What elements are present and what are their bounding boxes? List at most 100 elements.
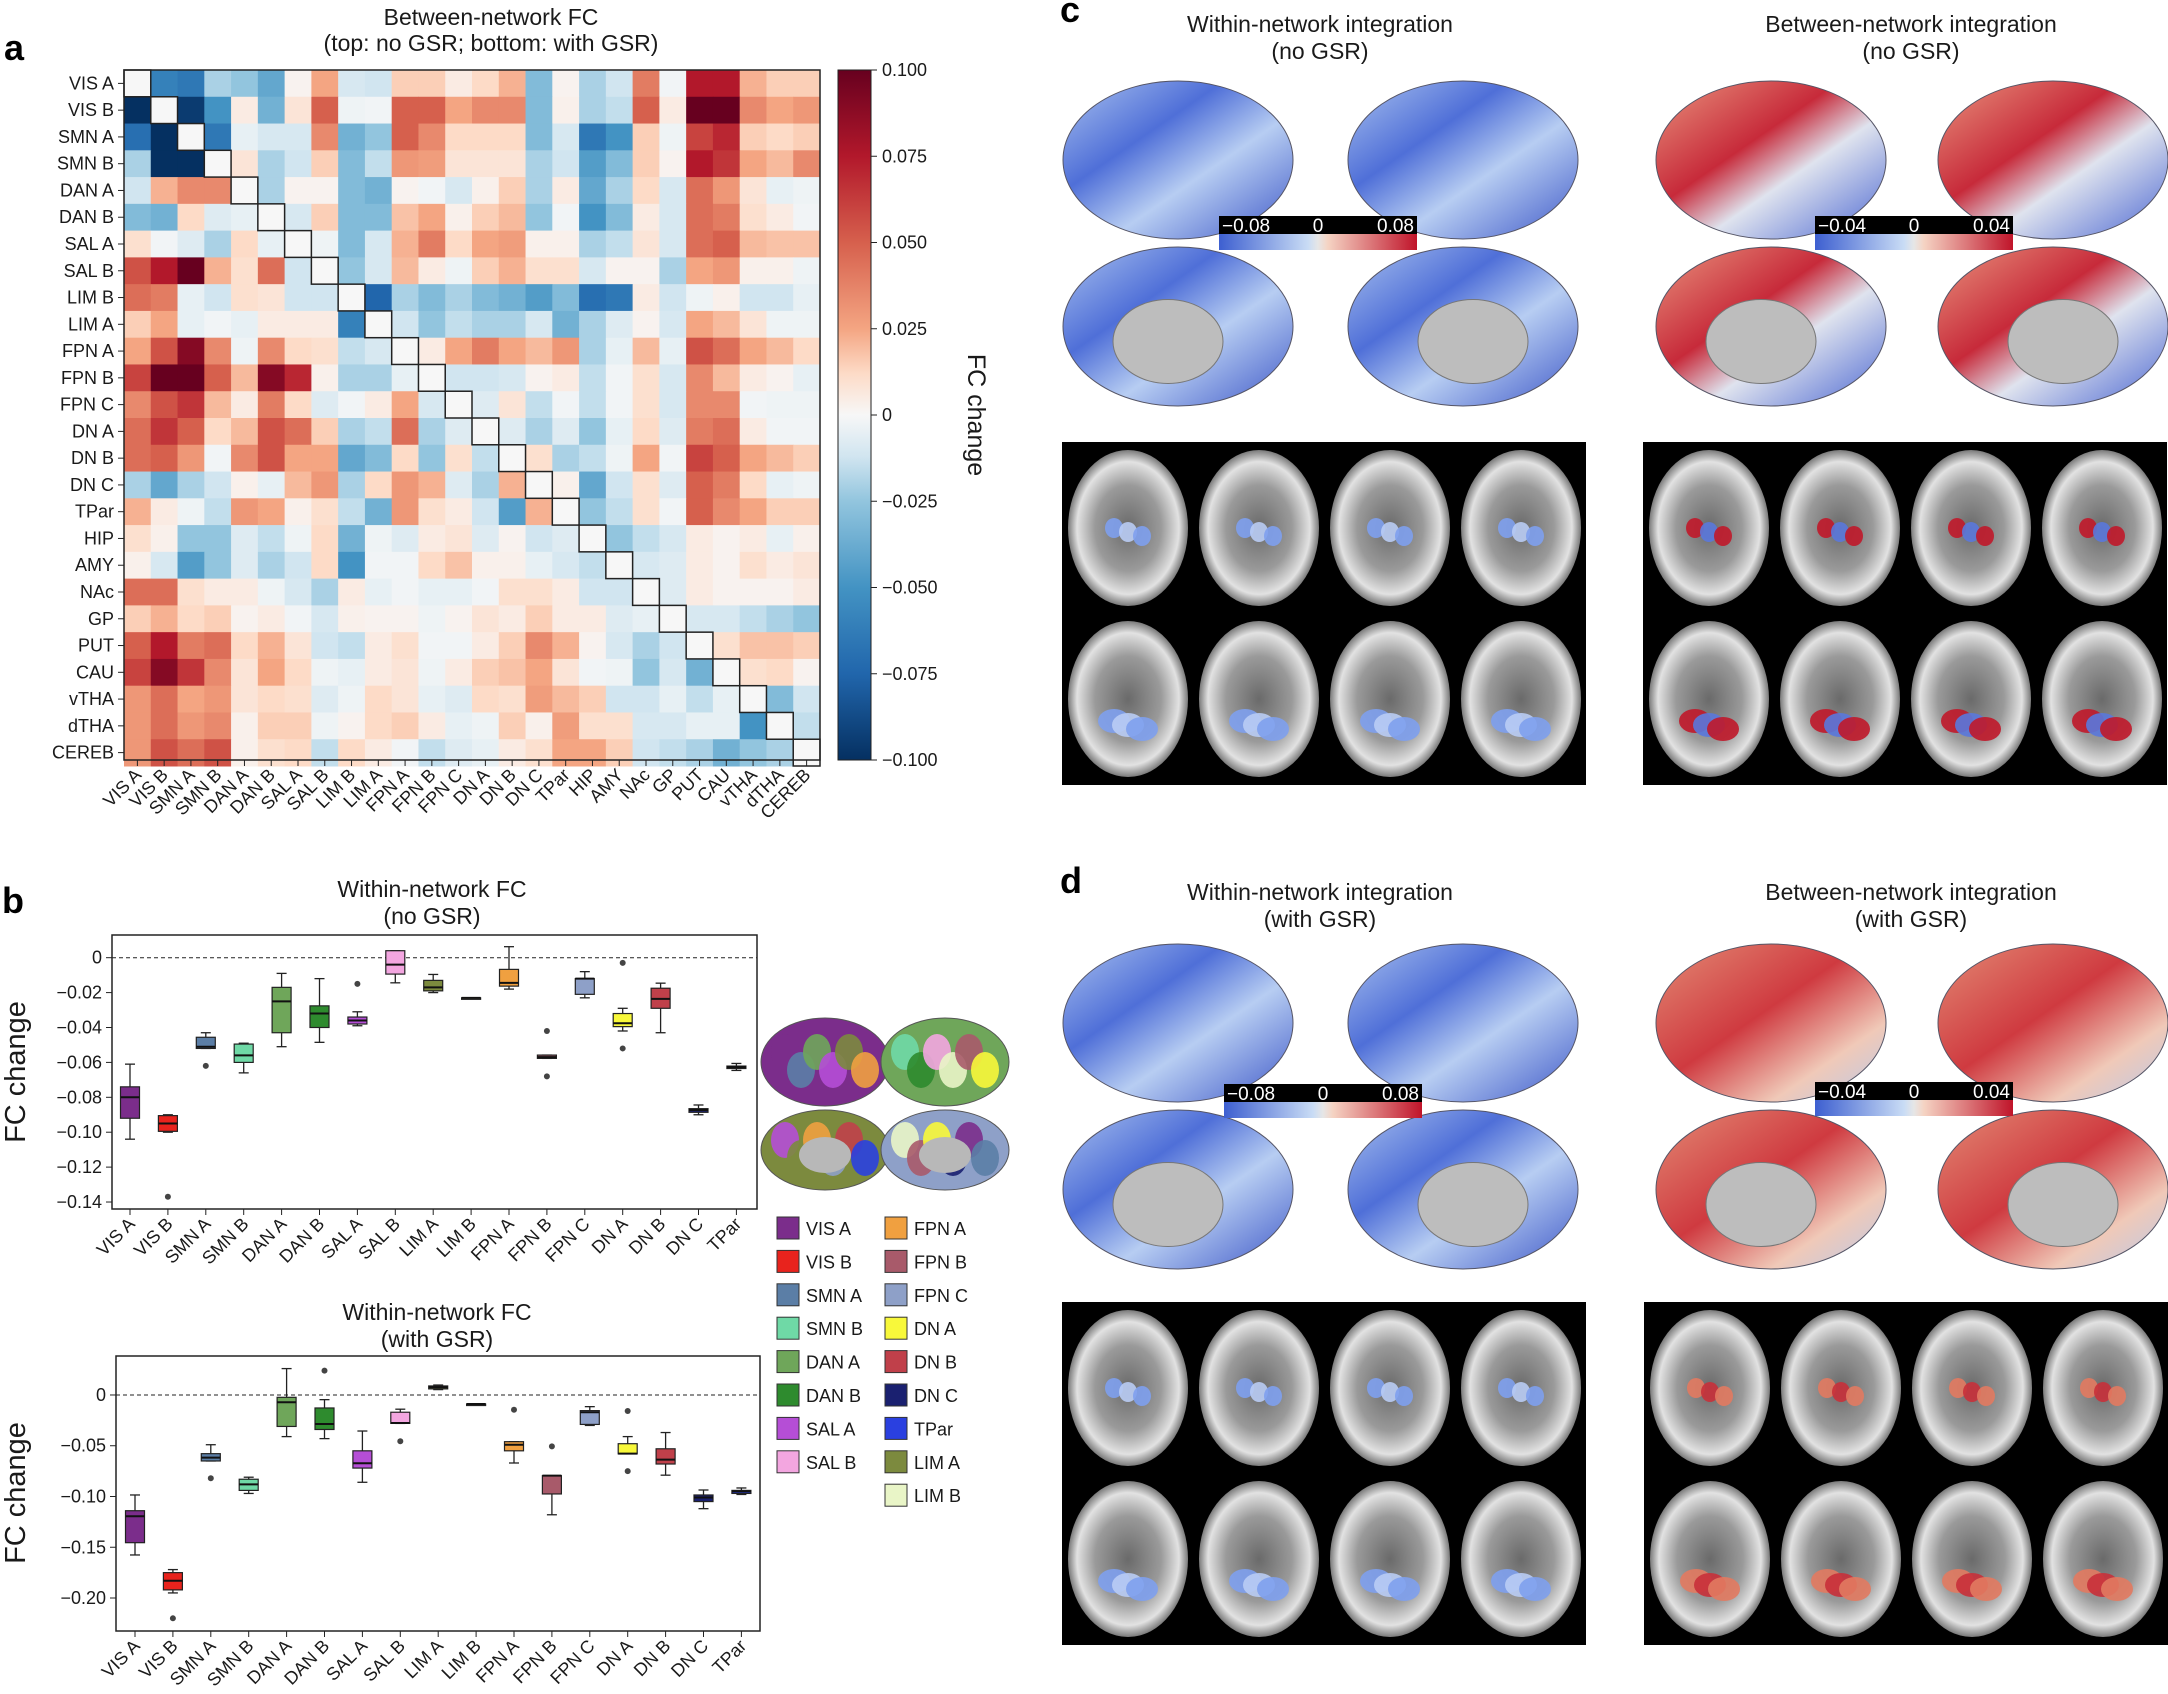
heatmap-cell: [472, 230, 500, 258]
colorbar-tick-label: 0.025: [882, 319, 927, 339]
heatmap-cell: [284, 391, 312, 419]
heatmap-diagonal-cell: [712, 658, 741, 687]
heatmap-cell: [739, 203, 767, 232]
box-outlier: [624, 1468, 631, 1475]
heatmap-cell: [605, 257, 634, 285]
heatmap-cell: [766, 230, 794, 258]
heatmap-cell: [204, 123, 232, 151]
heatmap-cell: [231, 257, 259, 285]
legend-label: DAN B: [806, 1386, 861, 1406]
boxplot-no-gsr-ylabel: FC change: [0, 1001, 32, 1143]
heatmap-cell: [418, 418, 446, 446]
heatmap-cell: [257, 96, 286, 125]
heatmap-cell: [793, 203, 821, 232]
heatmap-cell: [418, 658, 446, 687]
box-outlier: [354, 980, 361, 987]
heatmap-cell: [391, 150, 419, 178]
slice-overlay-region: [1818, 1378, 1836, 1398]
heatmap-cell: [793, 310, 821, 339]
heatmap-cell: [284, 471, 312, 499]
heatmap-cell: [311, 444, 339, 473]
heatmap-cell: [231, 364, 259, 392]
slice-overlay-region: [1962, 522, 1980, 542]
heatmap-diagonal-outline: [283, 229, 313, 259]
heatmap-cell: [712, 150, 741, 178]
y-tick-label: −0.05: [60, 1436, 106, 1456]
heatmap-cell: [311, 150, 339, 178]
heatmap-cell: [311, 284, 339, 312]
boxplot-with-gsr-ylabel: FC change: [0, 1422, 32, 1564]
box-outlier: [619, 959, 626, 966]
parcellation-region: [851, 1052, 879, 1088]
parcellation-medial-wall: [799, 1137, 851, 1173]
slice-overlay-region: [1948, 518, 1966, 538]
heatmap-cell: [391, 712, 419, 740]
heatmap-cell: [498, 632, 527, 660]
colorbar-gradient: [1219, 234, 1417, 250]
heatmap-cell: [418, 551, 446, 580]
slice-overlay-region: [1512, 522, 1530, 542]
heatmap-cell: [525, 337, 553, 365]
heatmap-diagonal-cell: [364, 310, 393, 339]
heatmap-cell: [659, 203, 687, 232]
heatmap-cell: [686, 257, 714, 285]
slice-overlay-region: [1119, 1382, 1137, 1402]
heatmap-cell: [150, 471, 179, 499]
heatmap-cell: [739, 96, 767, 125]
heatmap-cell: [311, 96, 339, 125]
heatmap-cell: [445, 525, 473, 553]
heatmap-cell: [364, 230, 393, 258]
heatmap-cell: [659, 444, 687, 473]
heatmap-cell: [284, 605, 312, 633]
heatmap-cell: [150, 150, 179, 178]
heatmap-cell: [418, 230, 446, 258]
heatmap-cell: [338, 685, 366, 713]
heatmap-cell: [605, 337, 634, 365]
colorbar-tick-label: −0.100: [882, 750, 938, 770]
row-label: CEREB: [52, 743, 114, 763]
heatmap-cell: [364, 712, 393, 740]
box-outlier: [397, 1438, 404, 1445]
heatmap-cell: [686, 96, 714, 125]
heatmap-cell: [204, 605, 232, 633]
heatmap-cell: [124, 177, 152, 205]
heatmap-cell: [579, 578, 607, 606]
legend-label: LIM B: [914, 1486, 961, 1506]
heatmap-cell: [445, 203, 473, 232]
heatmap-cell: [605, 712, 634, 740]
heatmap-cell: [579, 177, 607, 205]
heatmap-cell: [445, 257, 473, 285]
box-outlier: [624, 1408, 631, 1415]
box-dn-a: [612, 1012, 633, 1028]
panel_d-within-axial-slices: [1062, 1302, 1586, 1645]
heatmap-cell: [364, 498, 393, 526]
heatmap-cell: [552, 337, 580, 365]
heatmap-cell: [712, 632, 741, 660]
heatmap-cell: [231, 551, 259, 580]
heatmap-cell: [338, 177, 366, 205]
c-between-subtitle: (no GSR): [1862, 38, 1959, 64]
heatmap-cell: [204, 364, 232, 392]
box-outlier: [511, 1406, 517, 1413]
heatmap-cell: [632, 96, 660, 125]
box-dan-a: [276, 1396, 297, 1428]
heatmap-diagonal-cell: [177, 123, 205, 151]
x-tick-label: SAL A: [322, 1636, 371, 1685]
y-tick-label: −0.15: [60, 1537, 106, 1557]
heatmap-cell: [498, 364, 527, 392]
colorbar-label-strip: [1219, 216, 1417, 234]
brain-medial-wall: [1112, 299, 1224, 384]
heatmap-cell: [793, 632, 821, 660]
legend-label: VIS B: [806, 1252, 852, 1272]
heatmap-cell: [284, 364, 312, 392]
heatmap-diagonal-cell: [472, 418, 500, 446]
heatmap-cell: [124, 658, 152, 687]
box-outlier: [543, 1073, 550, 1080]
heatmap-cell: [472, 444, 500, 473]
heatmap-cell: [391, 230, 419, 258]
heatmap-cell: [257, 605, 286, 633]
heatmap-cell: [150, 391, 179, 419]
heatmap-cell: [739, 230, 767, 258]
slice-overlay-region: [1687, 1378, 1705, 1398]
heatmap-cell: [257, 471, 286, 499]
